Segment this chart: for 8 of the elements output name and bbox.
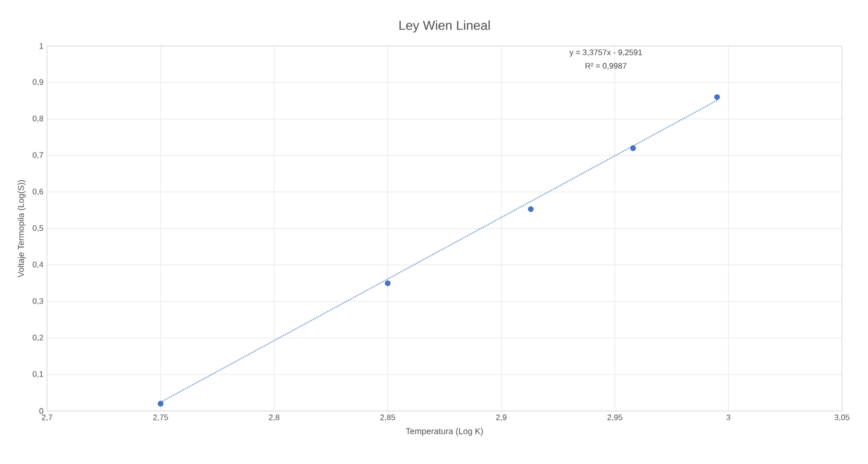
point [630,145,636,152]
chart-title: Ley Wien Lineal [399,20,490,32]
x-axis-title: Temperatura (Log K) [406,428,483,436]
point [158,400,164,407]
point [528,206,534,212]
point [384,280,391,286]
point [714,94,720,100]
y-axis-title: Voltaje Termopila (Log(S)) [18,180,26,278]
